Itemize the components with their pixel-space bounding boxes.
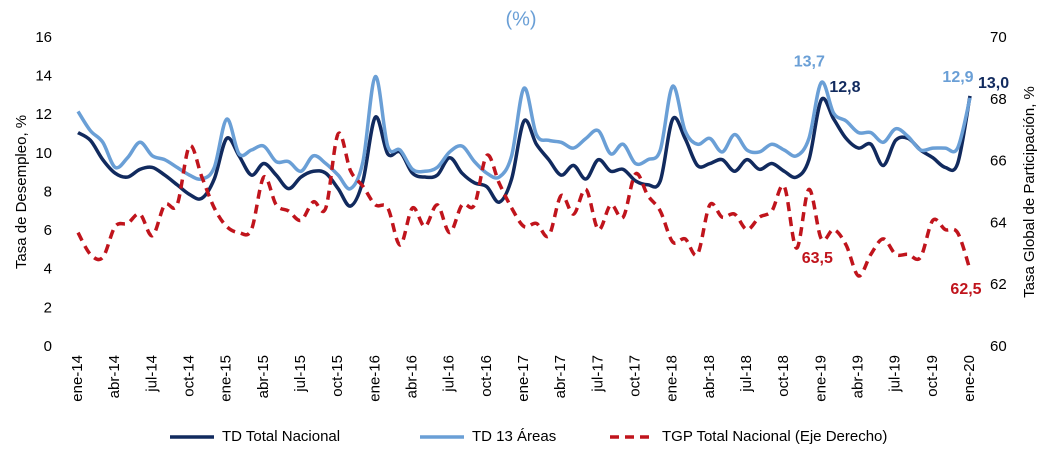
x-tick-label: ene-14 [69, 355, 86, 402]
y2-tick-label: 66 [990, 153, 1007, 170]
data-label: 13,7 [794, 54, 825, 71]
x-tick-label: jul-17 [589, 355, 606, 393]
x-tick-label: abr-14 [106, 355, 123, 398]
x-tick-label: ene-16 [366, 355, 383, 402]
data-label: 12,8 [829, 79, 860, 96]
x-tick-label: jul-14 [143, 355, 160, 393]
y-tick-label: 10 [35, 145, 52, 162]
y-tick-label: 2 [44, 299, 52, 316]
x-tick-label: ene-18 [664, 355, 681, 402]
data-label: 63,5 [802, 250, 833, 267]
x-tick-label: oct-19 [924, 355, 941, 397]
x-tick-label: oct-15 [329, 355, 346, 397]
y2-axis-label: Tasa Global de Participación, % [1021, 86, 1038, 298]
x-tick-label: oct-17 [626, 355, 643, 397]
x-tick-label: abr-18 [701, 355, 718, 398]
data-label: 13,0 [978, 75, 1009, 92]
legend-label: TGP Total Nacional (Eje Derecho) [662, 428, 887, 445]
legend-label: TD 13 Áreas [472, 428, 556, 445]
y-axis-label: Tasa de Desempleo, % [13, 115, 30, 269]
x-tick-label: oct-14 [180, 355, 197, 397]
y2-tick-label: 68 [990, 91, 1007, 108]
data-label: 62,5 [950, 281, 981, 298]
x-tick-label: jul-15 [292, 355, 309, 393]
x-tick-label: jul-19 [887, 355, 904, 393]
y2-tick-label: 70 [990, 29, 1007, 46]
series-line [76, 131, 972, 278]
y2-tick-label: 62 [990, 276, 1007, 293]
y-tick-label: 6 [44, 222, 52, 239]
x-tick-label: jul-18 [738, 355, 755, 393]
x-tick-label: abr-16 [403, 355, 420, 398]
x-tick-label: abr-15 [255, 355, 272, 398]
x-tick-label: abr-17 [552, 355, 569, 398]
legend-label: TD Total Nacional [222, 428, 340, 445]
y-tick-label: 0 [44, 338, 52, 355]
y2-tick-label: 60 [990, 338, 1007, 355]
x-tick-label: oct-16 [478, 355, 495, 397]
y-tick-label: 16 [35, 29, 52, 46]
y-tick-label: 12 [35, 106, 52, 123]
x-tick-label: ene-20 [961, 355, 978, 402]
data-label: 12,9 [942, 69, 973, 86]
series-line [77, 95, 972, 208]
x-tick-label: ene-19 [812, 355, 829, 402]
x-tick-label: abr-19 [849, 355, 866, 398]
chart-title: (%) [505, 8, 536, 30]
y2-tick-label: 64 [990, 214, 1007, 231]
x-tick-label: ene-15 [218, 355, 235, 402]
y-tick-label: 4 [44, 261, 52, 278]
x-tick-label: oct-18 [775, 355, 792, 397]
series-line [76, 74, 972, 191]
x-tick-label: jul-16 [441, 355, 458, 393]
x-tick-label: ene-17 [515, 355, 532, 402]
y-tick-label: 8 [44, 183, 52, 200]
y-tick-label: 14 [35, 68, 52, 85]
